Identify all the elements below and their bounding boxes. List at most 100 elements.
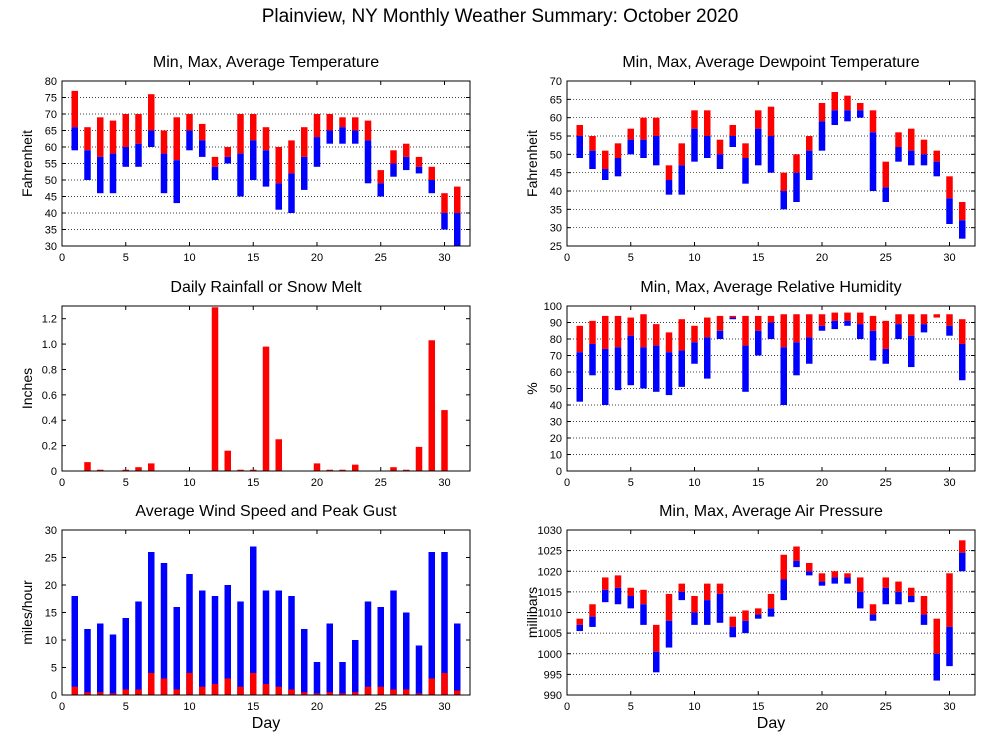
y-axis-label: miles/hour <box>19 580 35 645</box>
y-tick-label: 80 <box>550 334 562 346</box>
bar-lower-segment <box>576 136 583 158</box>
bar-lower-segment <box>122 147 129 167</box>
x-tick-label: 0 <box>59 477 65 489</box>
bar-upper-segment <box>640 589 647 605</box>
bar-peak-gust <box>403 612 410 695</box>
plot-frame <box>566 80 976 247</box>
bar-average-wind <box>135 689 142 695</box>
bar-peak-gust <box>428 552 435 695</box>
y-tick-label: 30 <box>45 525 57 537</box>
y-tick-label: 1.0 <box>42 339 57 351</box>
x-tick-label: 20 <box>816 252 828 264</box>
bar-lower-segment <box>882 348 889 364</box>
y-tick-label: 0 <box>556 466 562 478</box>
bar-lower-segment <box>390 163 397 177</box>
bar-upper-segment <box>326 114 333 131</box>
bar-rainfall <box>275 439 282 471</box>
bar-upper-segment <box>640 117 647 140</box>
chart-wind: Average Wind Speed and Peak Gust 0 5 10 15 20… <box>19 503 471 732</box>
bar-lower-segment <box>653 651 660 673</box>
bar-upper-segment <box>704 317 711 338</box>
bar-lower-segment <box>415 166 423 174</box>
bar-peak-gust <box>326 623 333 695</box>
y-tick-label: 65 <box>550 94 562 106</box>
bar-rainfall <box>135 467 142 471</box>
x-tick-label: 5 <box>628 701 634 713</box>
y-tick-label: 70 <box>550 351 562 363</box>
bar-rainfall <box>237 469 244 471</box>
plot-frame <box>566 305 976 472</box>
y-tick-label: 10 <box>550 450 562 462</box>
x-tick-label: 20 <box>816 477 828 489</box>
bar-lower-segment <box>857 324 864 339</box>
bar-lower-segment <box>920 324 928 333</box>
y-tick-label: 30 <box>550 223 562 235</box>
bar-upper-segment <box>173 117 180 161</box>
chart-title: Average Wind Speed and Peak Gust <box>135 503 397 520</box>
bar-lower-segment <box>959 552 966 572</box>
x-tick-label: 15 <box>247 701 259 713</box>
bar-peak-gust <box>339 662 346 695</box>
x-tick-label: 25 <box>880 701 892 713</box>
bar-upper-segment <box>589 320 596 344</box>
bar-upper-segment <box>857 577 864 592</box>
bar-lower-segment <box>109 153 117 194</box>
bar-upper-segment <box>844 312 851 321</box>
bar-upper-segment <box>288 140 295 174</box>
y-tick-label: 0 <box>51 466 57 478</box>
bar-lower-segment <box>729 136 736 147</box>
bar-lower-segment <box>806 337 813 364</box>
bar-lower-segment <box>454 213 461 246</box>
y-tick-label: 45 <box>45 192 57 204</box>
bar-upper-segment <box>818 103 826 122</box>
y-tick-label: 0.4 <box>42 415 57 427</box>
y-tick-label: 25 <box>550 241 562 253</box>
x-tick-label: 0 <box>564 701 570 713</box>
bar-rainfall <box>390 467 397 471</box>
bar-lower-segment <box>288 173 295 213</box>
bar-upper-segment <box>780 554 787 580</box>
chart-title: Min, Max, Average Dewpoint Temperature <box>622 54 919 71</box>
bar-upper-segment <box>237 114 244 154</box>
bar-upper-segment <box>97 117 104 157</box>
y-axis-label: Inches <box>19 368 35 409</box>
y-tick-label: 25 <box>45 553 57 565</box>
bar-rainfall <box>84 462 91 471</box>
bar-upper-segment <box>250 114 257 141</box>
bar-lower-segment <box>755 330 762 356</box>
bar-peak-gust <box>71 596 78 695</box>
chart-humidity: Min, Max, Average Relative Humidity 0 10 20… <box>524 279 976 489</box>
bar-peak-gust <box>415 645 423 695</box>
y-tick-label: 995 <box>544 669 562 681</box>
bar-average-wind <box>84 692 91 695</box>
bar-upper-segment <box>160 130 168 154</box>
bar-peak-gust <box>148 552 155 695</box>
bar-lower-segment <box>844 577 851 584</box>
bar-peak-gust <box>135 601 142 695</box>
y-tick-label: 50 <box>45 175 57 187</box>
y-tick-label: 1000 <box>538 649 562 661</box>
bar-upper-segment <box>364 120 372 141</box>
bar-rainfall <box>313 463 321 471</box>
bar-lower-segment <box>780 191 787 210</box>
bar-lower-segment <box>173 160 180 204</box>
bar-lower-segment <box>262 150 270 187</box>
y-tick-label: 60 <box>550 367 562 379</box>
bar-lower-segment <box>806 571 813 576</box>
bar-rainfall <box>326 469 333 471</box>
bar-upper-segment <box>767 106 775 136</box>
bar-upper-segment <box>71 90 78 128</box>
bar-average-wind <box>224 678 231 695</box>
bar-upper-segment <box>602 577 609 590</box>
y-tick-label: 1005 <box>538 628 562 640</box>
bar-lower-segment <box>908 335 915 368</box>
bar-peak-gust <box>390 590 397 695</box>
bar-upper-segment <box>602 150 609 169</box>
plot-frame <box>61 305 471 472</box>
bar-upper-segment <box>793 314 800 343</box>
x-tick-label: 25 <box>880 252 892 264</box>
bar-average-wind <box>211 684 219 695</box>
bar-upper-segment <box>831 312 838 321</box>
x-tick-label: 15 <box>752 252 764 264</box>
bar-lower-segment <box>831 110 838 125</box>
